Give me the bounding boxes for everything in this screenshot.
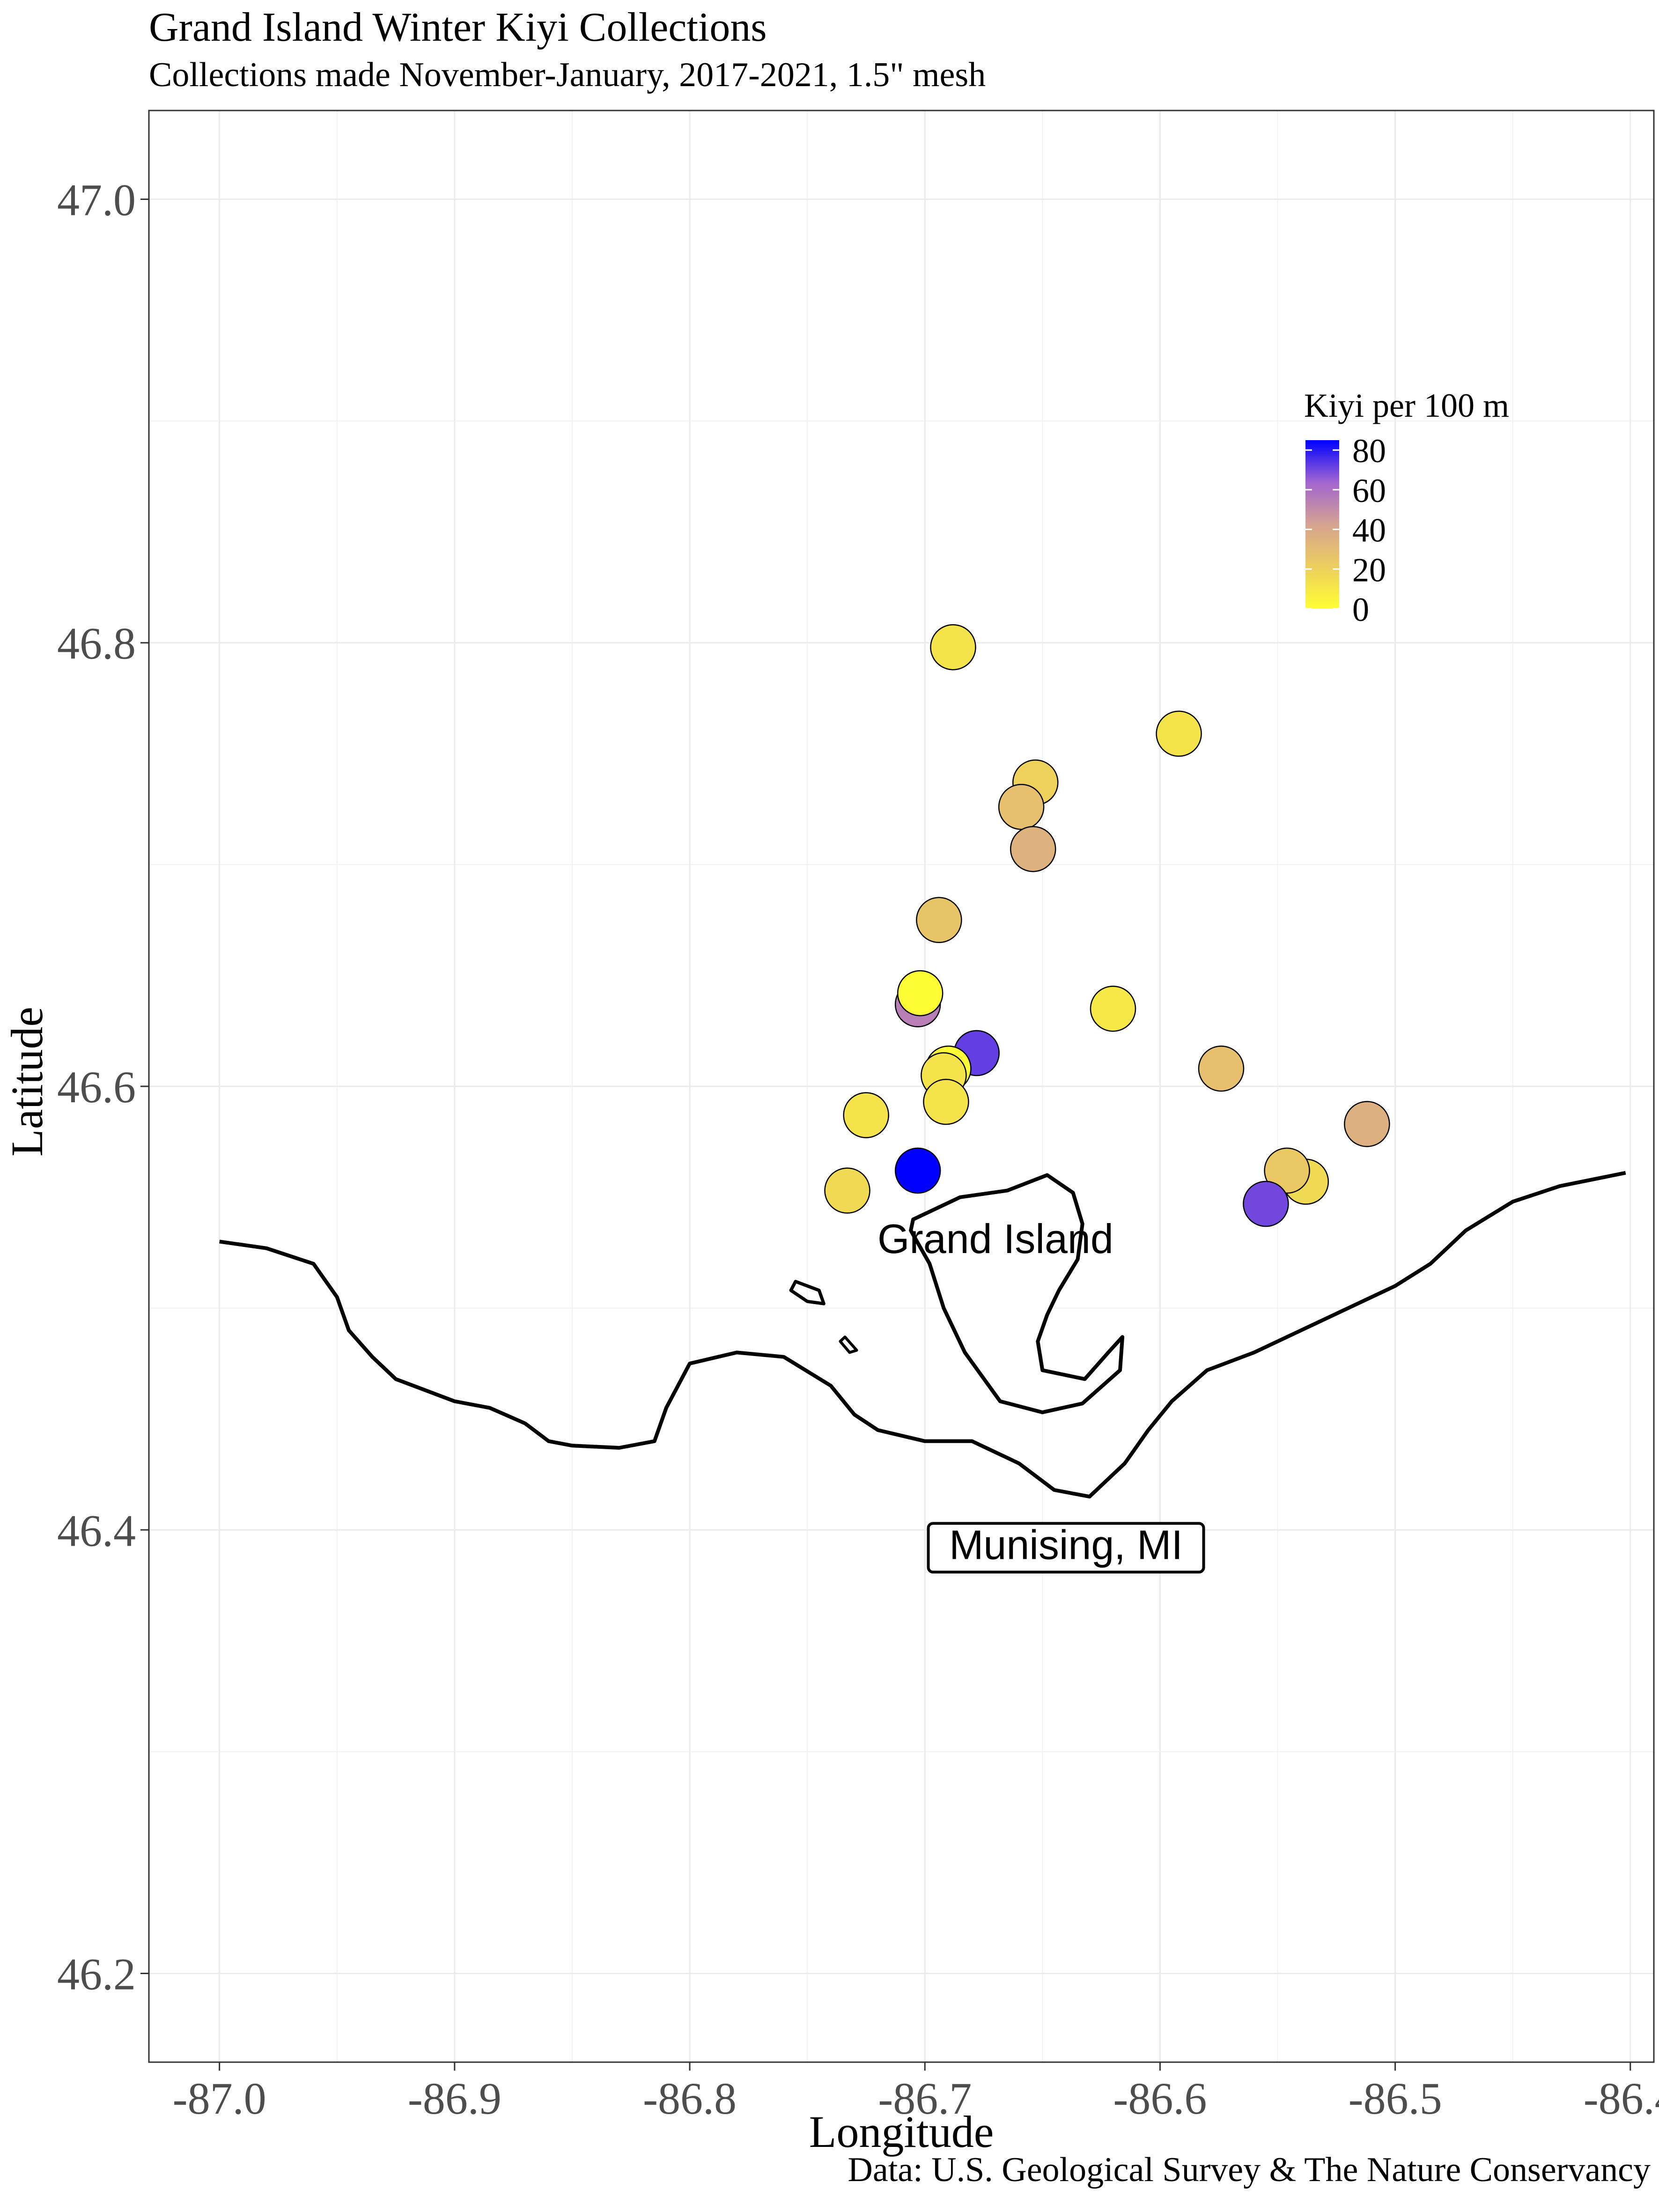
place-labels: Grand Island Munising, MI [877,1216,1205,1574]
collection-point [897,970,944,1017]
y-tick-label: 47.0 [57,175,136,225]
y-tick-label: 46.4 [57,1505,136,1556]
legend-tick-label: 0 [1352,591,1369,628]
collection-point [1010,826,1056,872]
collection-point [998,783,1045,830]
town-label: Munising, MI [949,1521,1183,1568]
x-axis: -87.0 -86.9 -86.8 -86.7 -86.6 -86.5 -86.4 [173,2062,1659,2124]
island-label: Grand Island [877,1216,1113,1262]
islet-shoreline [839,1335,858,1354]
collection-point [1156,710,1202,757]
collection-points [824,624,1390,1227]
x-tick-label: -86.5 [1349,2073,1442,2124]
collection-point [894,1147,941,1194]
x-tick-label: -86.8 [643,2073,737,2124]
collection-point [843,1092,889,1138]
y-tick-label: 46.6 [57,1062,136,1112]
x-axis-title: Longitude [809,2107,994,2157]
islet-shoreline [789,1280,826,1305]
y-axis-title: Latitude [2,1007,52,1157]
mainland-shoreline [219,1171,1626,1499]
y-tick-label: 46.2 [57,1949,136,1999]
x-tick-label: -86.4 [1584,2073,1659,2124]
x-tick-label: -86.6 [1113,2073,1207,2124]
collection-point [1344,1101,1390,1147]
x-tick-label: -87.0 [173,2073,266,2124]
data-source-caption: Data: U.S. Geological Survey & The Natur… [848,2151,1651,2189]
collection-point [1264,1147,1310,1194]
y-axis: 46.2 46.4 46.6 46.8 47.0 [57,175,149,1999]
legend-tick-label: 40 [1352,512,1386,549]
collection-point [930,624,976,671]
grand-island-shoreline [909,1173,1125,1415]
legend-title: Kiyi per 100 m [1304,387,1509,424]
grid-major [149,111,1654,2062]
y-tick-label: 46.8 [57,619,136,669]
collection-point [1243,1180,1289,1227]
x-tick-label: -86.7 [878,2073,972,2124]
legend-tick-label: 80 [1352,432,1386,470]
chart-subtitle: Collections made November-January, 2017-… [149,56,986,94]
collection-point [916,897,962,944]
legend-tick-label: 60 [1352,472,1386,509]
collection-point [824,1167,870,1214]
collection-point [1090,985,1136,1032]
legend-colorbar [1305,440,1339,609]
collection-point [923,1078,969,1125]
chart-title: Grand Island Winter Kiyi Collections [149,5,767,50]
shoreline-layer [219,1171,1626,1499]
town-label-box [927,1522,1205,1574]
legend-tick-label: 20 [1352,551,1386,589]
x-tick-label: -86.9 [408,2073,501,2124]
collection-point [1198,1045,1245,1092]
